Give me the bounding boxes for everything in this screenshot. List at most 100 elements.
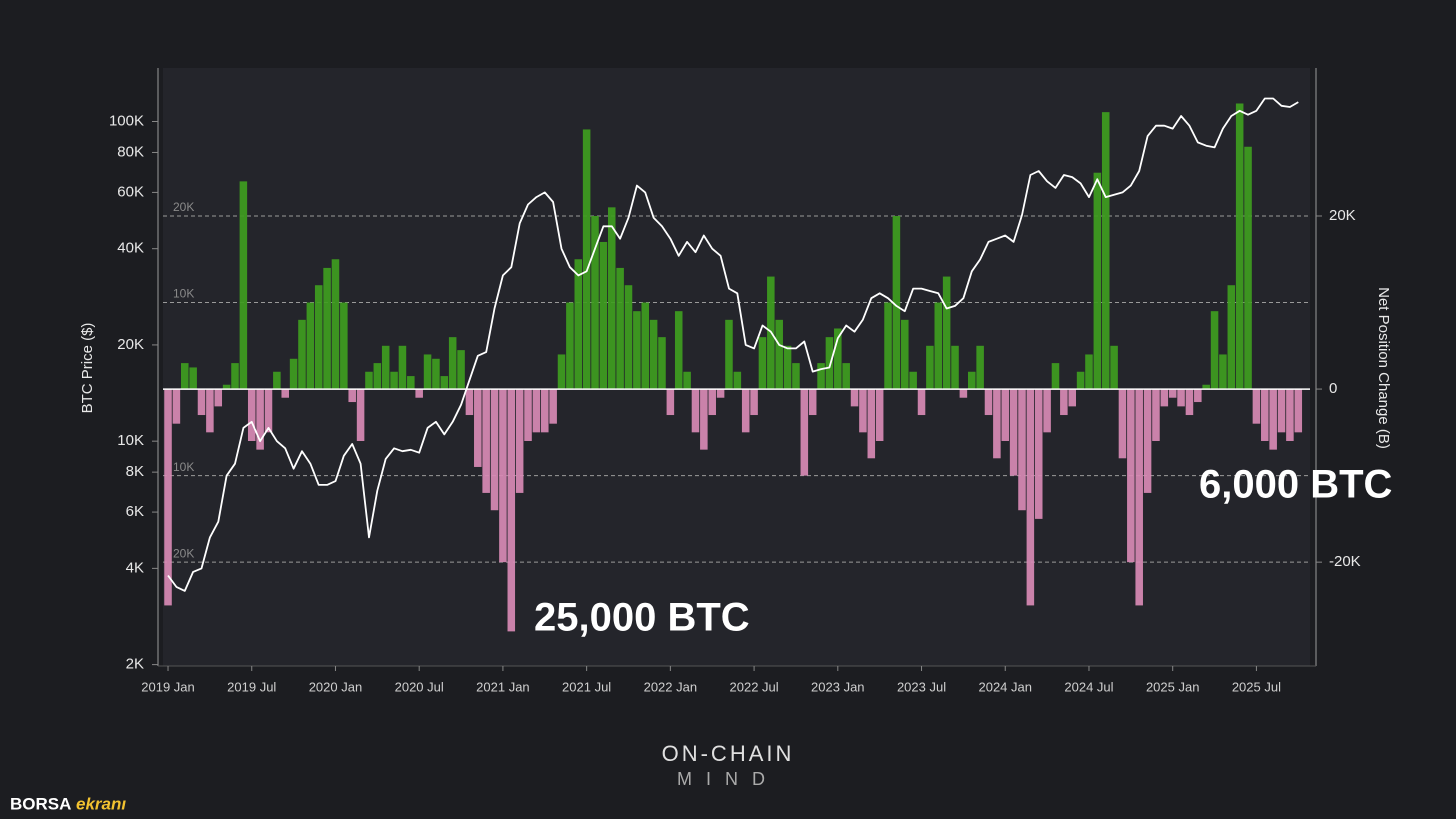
bar (1034, 389, 1043, 519)
bar (407, 376, 415, 390)
bar (666, 389, 675, 416)
bar (934, 302, 943, 390)
grid-label: 20K (173, 546, 194, 560)
bar (1009, 389, 1018, 476)
watermark: ekranı (76, 794, 126, 813)
bar (917, 389, 926, 416)
bar (792, 363, 800, 390)
x-tick-label: 2025 Jul (1232, 679, 1281, 694)
x-tick-label: 2023 Jan (811, 679, 865, 694)
bar (381, 345, 390, 390)
bar (1101, 112, 1110, 390)
bar (783, 345, 792, 390)
y2-tick-label: 20K (1329, 207, 1356, 224)
bar (549, 389, 557, 424)
y-axis-label: BTC Price ($) (79, 323, 96, 414)
bar (206, 389, 214, 433)
bar (1026, 389, 1035, 606)
y-tick-label: 6K (126, 503, 144, 520)
bar (490, 389, 499, 511)
watermark: BORSA (10, 794, 71, 813)
bar (959, 389, 968, 398)
bar (1235, 103, 1244, 390)
brand-line: ON-CHAIN (662, 741, 795, 766)
y2-tick-label: 0 (1329, 380, 1337, 397)
bar (884, 302, 892, 390)
bar (951, 345, 959, 390)
bar (733, 371, 742, 390)
bar (373, 363, 382, 390)
bar (306, 302, 315, 390)
bar (331, 259, 340, 390)
bar (867, 389, 876, 459)
bar (825, 337, 834, 390)
bar (222, 384, 231, 390)
y-tick-label: 2K (126, 656, 144, 673)
bar (993, 389, 1001, 459)
y2-tick-label: -20K (1329, 553, 1361, 570)
bar (1118, 389, 1127, 459)
bar (1202, 384, 1210, 390)
bar (674, 311, 683, 390)
bar (465, 389, 474, 416)
bar (390, 371, 398, 390)
y-tick-label: 80K (117, 143, 144, 160)
bar (189, 367, 197, 390)
y-tick-label: 100K (109, 112, 144, 129)
bar (842, 363, 850, 390)
bar (741, 389, 750, 433)
bar (1244, 146, 1252, 390)
x-tick-label: 2021 Jan (476, 679, 530, 694)
bar (850, 389, 859, 407)
plot: 2019 Jan 2019 Jul 2020 Jan 2020 Jul 2021 Jan… (109, 97, 1361, 694)
annotation: 6,000 BTC (1199, 463, 1392, 507)
bar (448, 337, 457, 390)
bar (365, 371, 373, 390)
bar (1168, 389, 1177, 398)
bar (247, 389, 256, 441)
plot-area (163, 68, 1310, 666)
y-tick-label: 10K (117, 432, 144, 449)
bar (1269, 389, 1277, 450)
bar (398, 345, 407, 390)
bar (1177, 389, 1185, 407)
bar (340, 302, 348, 390)
bar (273, 371, 281, 390)
brand-line: MIND (677, 769, 779, 789)
x-tick-label: 2022 Jul (730, 679, 779, 694)
bar (1110, 345, 1118, 390)
bar (1185, 389, 1194, 416)
bar (892, 215, 901, 390)
bar (239, 181, 248, 390)
bar (1252, 389, 1261, 424)
bar (1261, 389, 1269, 441)
bar (1001, 389, 1010, 441)
bar (607, 207, 616, 390)
bar (281, 389, 290, 398)
bar (515, 389, 524, 493)
bar (1051, 363, 1060, 390)
bar (574, 259, 583, 390)
bar (1076, 371, 1085, 390)
bar (901, 319, 909, 390)
bar (775, 319, 783, 390)
bar (599, 241, 608, 390)
bar (482, 389, 490, 493)
bar (1135, 389, 1143, 606)
bar (181, 363, 189, 390)
bar (474, 389, 482, 467)
annotation: 25,000 BTC (534, 596, 750, 640)
bar (172, 389, 181, 424)
bar (1194, 389, 1202, 403)
bar (984, 389, 993, 416)
bar (507, 389, 516, 632)
bar (641, 302, 650, 390)
bar (817, 363, 825, 390)
x-tick-label: 2022 Jan (644, 679, 698, 694)
grid-label: 10K (173, 287, 194, 301)
bar (633, 311, 641, 390)
x-tick-label: 2020 Jan (309, 679, 363, 694)
bar (1127, 389, 1135, 563)
bar (708, 389, 716, 416)
x-tick-label: 2023 Jul (897, 679, 946, 694)
